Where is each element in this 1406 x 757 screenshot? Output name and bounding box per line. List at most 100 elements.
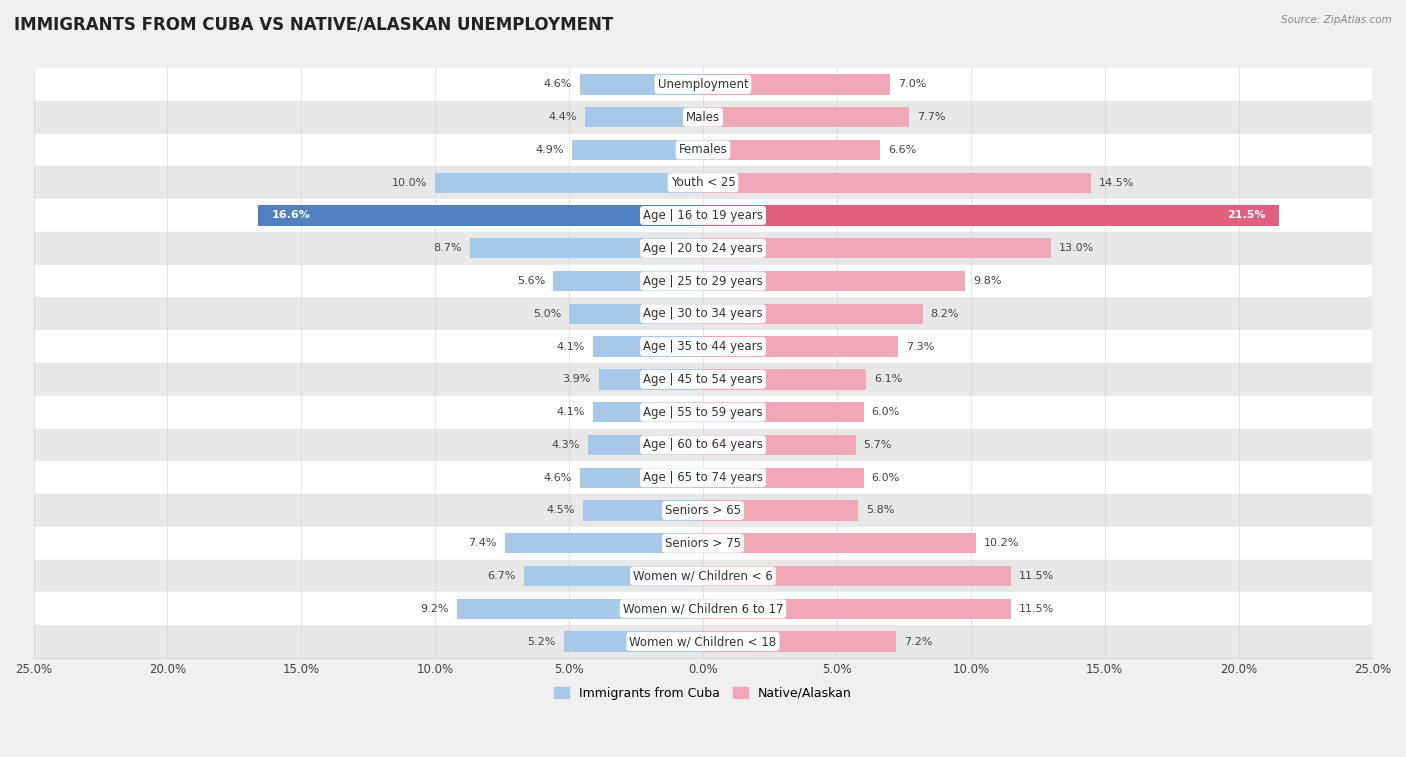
Bar: [436, 173, 703, 193]
Bar: [259, 205, 703, 226]
Text: 6.0%: 6.0%: [872, 472, 900, 483]
Bar: [505, 533, 703, 553]
Bar: [593, 402, 703, 422]
Text: Age | 35 to 44 years: Age | 35 to 44 years: [643, 340, 763, 353]
Text: Youth < 25: Youth < 25: [671, 176, 735, 189]
Bar: [703, 74, 890, 95]
Bar: [34, 527, 1372, 559]
Text: 4.6%: 4.6%: [543, 79, 572, 89]
Text: 4.1%: 4.1%: [557, 407, 585, 417]
Bar: [34, 133, 1372, 167]
Bar: [579, 468, 703, 488]
Bar: [703, 468, 863, 488]
Bar: [588, 435, 703, 455]
Text: 5.0%: 5.0%: [533, 309, 561, 319]
Text: 6.6%: 6.6%: [887, 145, 917, 155]
Bar: [593, 336, 703, 357]
Text: 4.3%: 4.3%: [551, 440, 579, 450]
Text: 4.1%: 4.1%: [557, 341, 585, 351]
Bar: [34, 494, 1372, 527]
Bar: [579, 74, 703, 95]
Bar: [703, 336, 898, 357]
Text: Age | 25 to 29 years: Age | 25 to 29 years: [643, 275, 763, 288]
Text: 16.6%: 16.6%: [271, 210, 311, 220]
Text: 4.5%: 4.5%: [546, 506, 575, 516]
Text: Age | 16 to 19 years: Age | 16 to 19 years: [643, 209, 763, 222]
Text: Age | 55 to 59 years: Age | 55 to 59 years: [643, 406, 763, 419]
Bar: [34, 68, 1372, 101]
Bar: [523, 565, 703, 586]
Bar: [703, 205, 1278, 226]
Text: 6.1%: 6.1%: [875, 375, 903, 385]
Bar: [34, 363, 1372, 396]
Text: 10.2%: 10.2%: [984, 538, 1019, 548]
Bar: [703, 402, 863, 422]
Text: Females: Females: [679, 143, 727, 157]
Bar: [703, 500, 858, 521]
Text: 11.5%: 11.5%: [1019, 571, 1054, 581]
Text: Seniors > 65: Seniors > 65: [665, 504, 741, 517]
Bar: [34, 167, 1372, 199]
Text: 13.0%: 13.0%: [1059, 243, 1094, 254]
Text: 7.0%: 7.0%: [898, 79, 927, 89]
Text: Age | 45 to 54 years: Age | 45 to 54 years: [643, 373, 763, 386]
Text: 11.5%: 11.5%: [1019, 604, 1054, 614]
Text: Males: Males: [686, 111, 720, 123]
Text: 10.0%: 10.0%: [392, 178, 427, 188]
Bar: [34, 625, 1372, 658]
Text: Age | 65 to 74 years: Age | 65 to 74 years: [643, 471, 763, 484]
Text: 7.3%: 7.3%: [907, 341, 935, 351]
Bar: [703, 565, 1011, 586]
Text: 6.0%: 6.0%: [872, 407, 900, 417]
Bar: [34, 593, 1372, 625]
Text: 4.9%: 4.9%: [536, 145, 564, 155]
Bar: [582, 500, 703, 521]
Text: 5.7%: 5.7%: [863, 440, 891, 450]
Bar: [703, 238, 1052, 258]
Text: 9.2%: 9.2%: [420, 604, 449, 614]
Text: Women w/ Children < 6: Women w/ Children < 6: [633, 569, 773, 582]
Bar: [34, 396, 1372, 428]
Bar: [34, 101, 1372, 133]
Text: 7.7%: 7.7%: [917, 112, 946, 122]
Bar: [34, 330, 1372, 363]
Text: 5.6%: 5.6%: [517, 276, 546, 286]
Bar: [703, 369, 866, 390]
Bar: [703, 173, 1091, 193]
Bar: [703, 533, 976, 553]
Text: Source: ZipAtlas.com: Source: ZipAtlas.com: [1281, 15, 1392, 25]
Bar: [34, 428, 1372, 461]
Text: 8.2%: 8.2%: [931, 309, 959, 319]
Bar: [569, 304, 703, 324]
Text: Age | 30 to 34 years: Age | 30 to 34 years: [643, 307, 763, 320]
Text: 7.2%: 7.2%: [904, 637, 932, 646]
Bar: [457, 599, 703, 619]
Text: IMMIGRANTS FROM CUBA VS NATIVE/ALASKAN UNEMPLOYMENT: IMMIGRANTS FROM CUBA VS NATIVE/ALASKAN U…: [14, 15, 613, 33]
Bar: [703, 140, 880, 160]
Text: 5.8%: 5.8%: [866, 506, 894, 516]
Bar: [572, 140, 703, 160]
Text: 4.6%: 4.6%: [543, 472, 572, 483]
Bar: [564, 631, 703, 652]
Text: 7.4%: 7.4%: [468, 538, 496, 548]
Bar: [34, 461, 1372, 494]
Text: 9.8%: 9.8%: [973, 276, 1002, 286]
Text: Age | 20 to 24 years: Age | 20 to 24 years: [643, 241, 763, 255]
Text: 21.5%: 21.5%: [1227, 210, 1265, 220]
Bar: [585, 107, 703, 127]
Legend: Immigrants from Cuba, Native/Alaskan: Immigrants from Cuba, Native/Alaskan: [550, 682, 856, 705]
Text: 3.9%: 3.9%: [562, 375, 591, 385]
Bar: [34, 559, 1372, 593]
Bar: [703, 107, 910, 127]
Text: Women w/ Children < 18: Women w/ Children < 18: [630, 635, 776, 648]
Bar: [34, 232, 1372, 265]
Bar: [34, 298, 1372, 330]
Bar: [703, 304, 922, 324]
Text: 8.7%: 8.7%: [433, 243, 463, 254]
Text: Women w/ Children 6 to 17: Women w/ Children 6 to 17: [623, 603, 783, 615]
Text: 6.7%: 6.7%: [488, 571, 516, 581]
Text: 4.4%: 4.4%: [548, 112, 576, 122]
Bar: [599, 369, 703, 390]
Text: 14.5%: 14.5%: [1099, 178, 1135, 188]
Text: Seniors > 75: Seniors > 75: [665, 537, 741, 550]
